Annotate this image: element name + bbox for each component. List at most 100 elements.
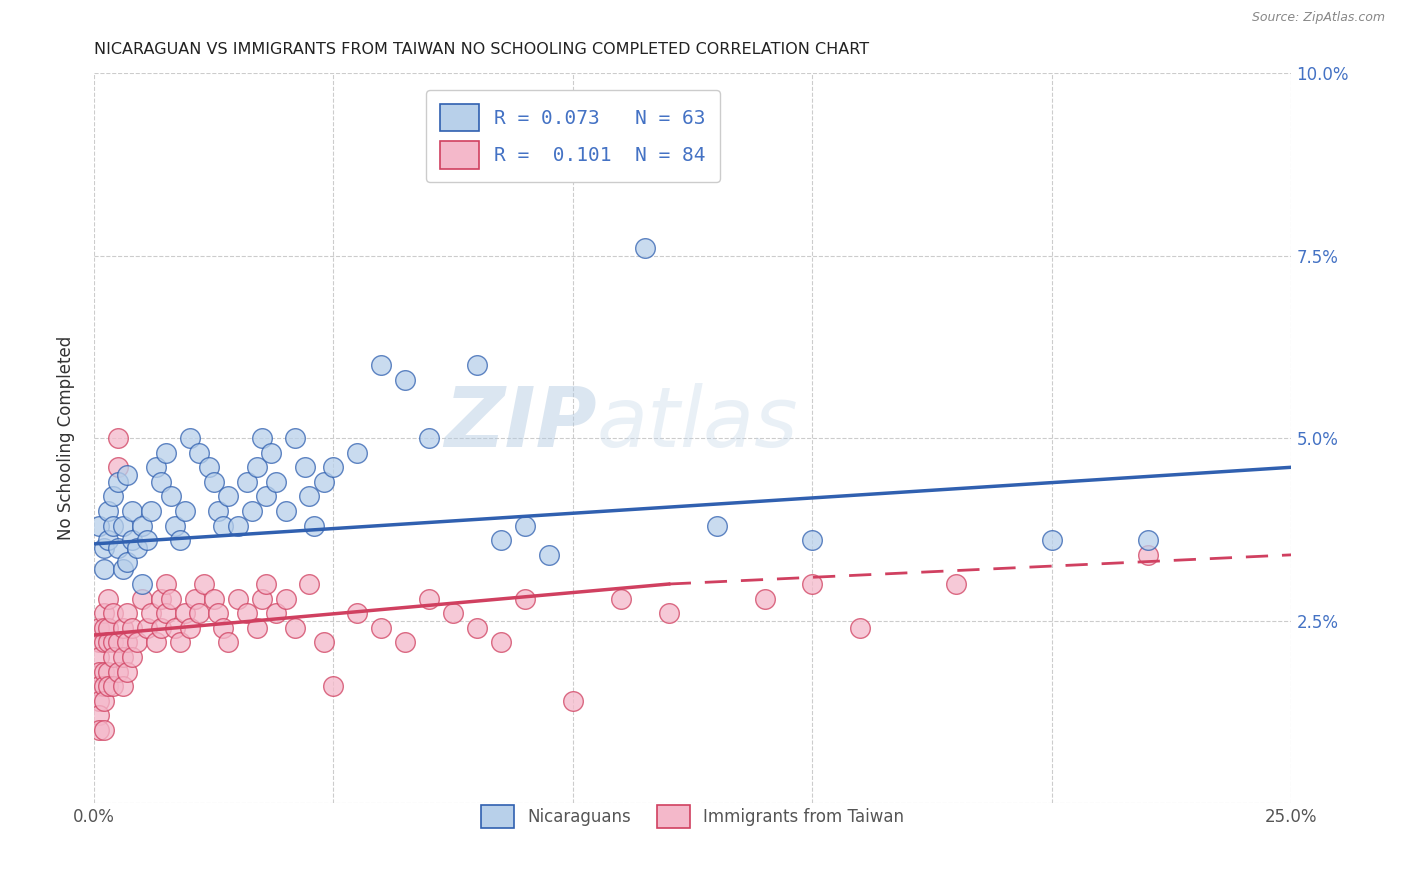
Point [101, 490, 124, 504]
Point [93, 665, 115, 679]
Point [141, 504, 163, 518]
Point [93, 606, 115, 620]
Point [87, 635, 110, 649]
Point [169, 533, 191, 548]
Point [418, 431, 440, 445]
Point [93, 723, 115, 737]
Point [202, 591, 225, 606]
Point [121, 621, 143, 635]
Point [141, 606, 163, 620]
Point [212, 518, 235, 533]
Point [101, 518, 124, 533]
Point [125, 635, 148, 649]
Point [150, 475, 173, 489]
Point [135, 621, 157, 635]
Point [87, 694, 110, 708]
Point [801, 533, 824, 548]
Y-axis label: No Schooling Completed: No Schooling Completed [58, 336, 75, 541]
Point [465, 621, 488, 635]
Point [150, 621, 173, 635]
Point [111, 621, 134, 635]
Point [260, 445, 283, 459]
Point [93, 562, 115, 576]
Point [155, 577, 177, 591]
Point [111, 650, 134, 665]
Point [945, 577, 967, 591]
Point [93, 541, 115, 555]
Point [207, 606, 229, 620]
Text: ZIP: ZIP [444, 383, 598, 464]
Point [107, 665, 129, 679]
Point [226, 591, 249, 606]
Point [165, 621, 187, 635]
Point [174, 606, 197, 620]
Point [87, 518, 110, 533]
Point [145, 635, 167, 649]
Point [202, 475, 225, 489]
Point [236, 606, 259, 620]
Point [246, 621, 269, 635]
Point [322, 460, 344, 475]
Point [304, 518, 326, 533]
Point [254, 490, 277, 504]
Point [298, 490, 321, 504]
Point [236, 475, 259, 489]
Point [706, 518, 728, 533]
Point [513, 518, 536, 533]
Point [312, 635, 335, 649]
Point [121, 650, 143, 665]
Point [537, 548, 560, 562]
Point [97, 591, 120, 606]
Point [346, 606, 368, 620]
Point [93, 635, 115, 649]
Point [93, 694, 115, 708]
Point [849, 621, 872, 635]
Point [131, 577, 153, 591]
Point [465, 358, 488, 372]
Point [489, 635, 512, 649]
Point [87, 723, 110, 737]
Point [179, 621, 201, 635]
Point [188, 606, 211, 620]
Point [634, 241, 657, 255]
Point [264, 606, 287, 620]
Point [117, 555, 139, 569]
Point [394, 373, 416, 387]
Point [284, 431, 307, 445]
Point [226, 518, 249, 533]
Point [165, 518, 187, 533]
Point [561, 125, 583, 139]
Point [107, 460, 129, 475]
Point [97, 665, 120, 679]
Point [111, 679, 134, 693]
Point [183, 591, 205, 606]
Point [101, 679, 124, 693]
Point [513, 591, 536, 606]
Point [1040, 533, 1063, 548]
Point [121, 533, 143, 548]
Point [87, 665, 110, 679]
Point [207, 504, 229, 518]
Point [97, 504, 120, 518]
Point [155, 445, 177, 459]
Point [188, 445, 211, 459]
Point [294, 460, 316, 475]
Point [97, 621, 120, 635]
Point [87, 621, 110, 635]
Point [101, 650, 124, 665]
Point [1136, 533, 1159, 548]
Point [193, 577, 215, 591]
Point [246, 460, 269, 475]
Point [174, 504, 197, 518]
Text: Source: ZipAtlas.com: Source: ZipAtlas.com [1251, 11, 1385, 24]
Point [87, 650, 110, 665]
Point [111, 518, 134, 533]
Point [274, 504, 297, 518]
Point [212, 621, 235, 635]
Point [274, 591, 297, 606]
Text: NICARAGUAN VS IMMIGRANTS FROM TAIWAN NO SCHOOLING COMPLETED CORRELATION CHART: NICARAGUAN VS IMMIGRANTS FROM TAIWAN NO … [94, 42, 869, 57]
Point [418, 591, 440, 606]
Point [441, 606, 464, 620]
Point [394, 635, 416, 649]
Point [111, 562, 134, 576]
